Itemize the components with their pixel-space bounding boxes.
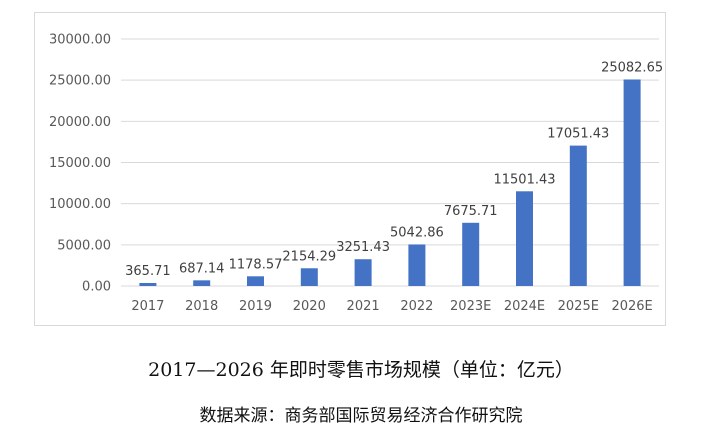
x-tick-label: 2021: [347, 299, 380, 314]
y-tick-label: 25000.00: [49, 74, 111, 89]
x-tick-label: 2018: [185, 299, 218, 314]
x-tick-label: 2017: [131, 299, 164, 314]
y-tick-label: 20000.00: [49, 115, 111, 130]
data-label: 5042.86: [390, 225, 444, 240]
data-label: 7675.71: [444, 204, 498, 219]
x-tick-label: 2024E: [504, 299, 545, 314]
x-tick-label: 2023E: [450, 299, 491, 314]
bar: [462, 222, 480, 286]
data-label: 687.14: [179, 261, 225, 276]
bar: [354, 259, 372, 286]
x-tick-label: 2026E: [611, 299, 652, 314]
data-label: 2154.29: [282, 249, 336, 264]
bar: [193, 280, 211, 286]
data-source-note: 数据来源：商务部国际贸易经济合作研究院: [199, 406, 523, 426]
bar: [569, 145, 587, 286]
chart-title: 2017—2026 年即时零售市场规模（单位：亿元）: [148, 359, 574, 381]
bar: [300, 268, 318, 286]
y-tick-label: 15000.00: [49, 156, 111, 171]
bar: [247, 276, 264, 286]
data-label: 3251.43: [336, 240, 390, 255]
x-tick-label: 2020: [293, 299, 326, 314]
data-label: 25082.65: [601, 60, 663, 75]
y-tick-label: 10000.00: [49, 197, 111, 212]
bar-chart: 0.00 5000.00 10000.00 15000.00 20000.00 25000…: [49, 33, 663, 315]
bar: [623, 79, 641, 287]
bar: [408, 244, 426, 286]
data-label: 11501.43: [493, 172, 555, 187]
x-tick-label: 2025E: [558, 299, 599, 314]
bar: [139, 282, 157, 286]
y-tick-label: 5000.00: [57, 238, 111, 253]
chart-frame: 0.00 5000.00 10000.00 15000.00 20000.00 25000…: [34, 12, 666, 326]
y-tick-label: 0.00: [82, 280, 111, 295]
data-label: 1178.57: [229, 257, 283, 272]
data-label: 365.71: [125, 264, 171, 279]
data-label: 17051.43: [547, 127, 609, 142]
x-tick-label: 2022: [400, 299, 433, 314]
y-tick-label: 30000.00: [49, 33, 111, 48]
x-tick-label: 2019: [239, 299, 272, 314]
bar: [516, 191, 533, 286]
